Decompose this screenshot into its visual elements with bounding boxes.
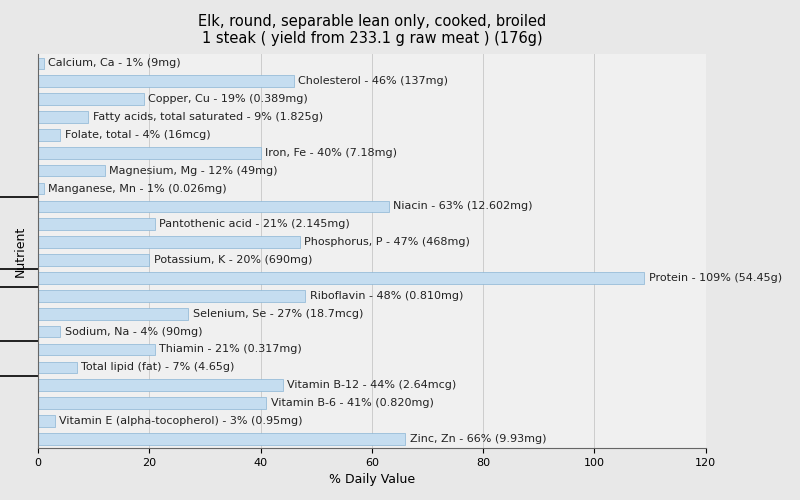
Bar bbox=[38, 326, 60, 338]
Bar bbox=[38, 165, 105, 176]
Text: Folate, total - 4% (16mcg): Folate, total - 4% (16mcg) bbox=[65, 130, 210, 140]
Text: Iron, Fe - 40% (7.18mg): Iron, Fe - 40% (7.18mg) bbox=[265, 148, 397, 158]
Text: Pantothenic acid - 21% (2.145mg): Pantothenic acid - 21% (2.145mg) bbox=[159, 220, 350, 230]
Bar bbox=[38, 58, 43, 69]
Text: Calcium, Ca - 1% (9mg): Calcium, Ca - 1% (9mg) bbox=[48, 58, 181, 68]
Bar bbox=[38, 254, 150, 266]
Bar bbox=[38, 344, 155, 355]
Bar bbox=[38, 129, 60, 140]
Bar bbox=[38, 236, 299, 248]
Bar bbox=[38, 308, 188, 320]
Bar bbox=[38, 111, 88, 123]
Text: Fatty acids, total saturated - 9% (1.825g): Fatty acids, total saturated - 9% (1.825… bbox=[93, 112, 322, 122]
Text: Manganese, Mn - 1% (0.026mg): Manganese, Mn - 1% (0.026mg) bbox=[48, 184, 226, 194]
Text: Magnesium, Mg - 12% (49mg): Magnesium, Mg - 12% (49mg) bbox=[110, 166, 278, 175]
Bar bbox=[38, 94, 144, 105]
Bar bbox=[38, 200, 389, 212]
Bar bbox=[38, 272, 645, 284]
Bar bbox=[38, 218, 155, 230]
Y-axis label: Nutrient: Nutrient bbox=[14, 226, 27, 276]
Text: Vitamin E (alpha-tocopherol) - 3% (0.95mg): Vitamin E (alpha-tocopherol) - 3% (0.95m… bbox=[59, 416, 302, 426]
Text: Sodium, Na - 4% (90mg): Sodium, Na - 4% (90mg) bbox=[65, 326, 202, 336]
Bar bbox=[38, 415, 54, 427]
Text: Thiamin - 21% (0.317mg): Thiamin - 21% (0.317mg) bbox=[159, 344, 302, 354]
Bar bbox=[38, 182, 43, 194]
Text: Potassium, K - 20% (690mg): Potassium, K - 20% (690mg) bbox=[154, 255, 312, 265]
Bar bbox=[38, 147, 261, 158]
Text: Riboflavin - 48% (0.810mg): Riboflavin - 48% (0.810mg) bbox=[310, 291, 463, 301]
X-axis label: % Daily Value: % Daily Value bbox=[329, 473, 415, 486]
Text: Niacin - 63% (12.602mg): Niacin - 63% (12.602mg) bbox=[393, 202, 533, 211]
Bar bbox=[38, 290, 305, 302]
Text: Total lipid (fat) - 7% (4.65g): Total lipid (fat) - 7% (4.65g) bbox=[82, 362, 234, 372]
Text: Copper, Cu - 19% (0.389mg): Copper, Cu - 19% (0.389mg) bbox=[148, 94, 308, 104]
Text: Vitamin B-12 - 44% (2.64mcg): Vitamin B-12 - 44% (2.64mcg) bbox=[287, 380, 457, 390]
Bar bbox=[38, 76, 294, 87]
Text: Phosphorus, P - 47% (468mg): Phosphorus, P - 47% (468mg) bbox=[304, 237, 470, 247]
Bar bbox=[38, 433, 406, 444]
Bar bbox=[38, 398, 266, 409]
Text: Cholesterol - 46% (137mg): Cholesterol - 46% (137mg) bbox=[298, 76, 448, 86]
Bar bbox=[38, 362, 77, 373]
Title: Elk, round, separable lean only, cooked, broiled
1 steak ( yield from 233.1 g ra: Elk, round, separable lean only, cooked,… bbox=[198, 14, 546, 46]
Text: Selenium, Se - 27% (18.7mcg): Selenium, Se - 27% (18.7mcg) bbox=[193, 308, 363, 318]
Text: Zinc, Zn - 66% (9.93mg): Zinc, Zn - 66% (9.93mg) bbox=[410, 434, 546, 444]
Bar bbox=[38, 380, 283, 391]
Text: Vitamin B-6 - 41% (0.820mg): Vitamin B-6 - 41% (0.820mg) bbox=[270, 398, 434, 408]
Text: Protein - 109% (54.45g): Protein - 109% (54.45g) bbox=[649, 273, 782, 283]
